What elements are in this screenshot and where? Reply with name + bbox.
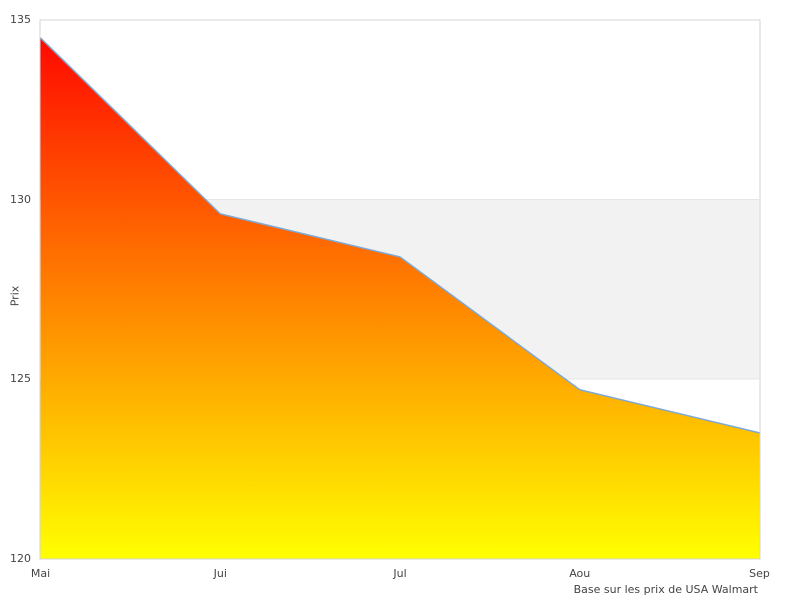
y-axis-title: Prix [8,285,22,307]
y-axis-tick-label: 130 [10,192,31,206]
series-line [39,37,760,434]
x-axis-tick-label: Aou [569,567,591,580]
x-axis-tick-label: Mai [30,567,51,580]
chart-caption: Base sur les prix de USA Walmart [573,583,758,596]
y-axis-tick-label: 135 [10,13,31,26]
x-axis-tick-label: Jui [213,567,227,580]
x-axis-tick-label: Jul [393,567,407,580]
y-axis-tick-label: 125 [10,372,31,385]
y-axis-tick-label: 120 [10,551,31,565]
x-axis-tick-label: Sep [749,567,770,580]
area-fill [40,37,760,559]
